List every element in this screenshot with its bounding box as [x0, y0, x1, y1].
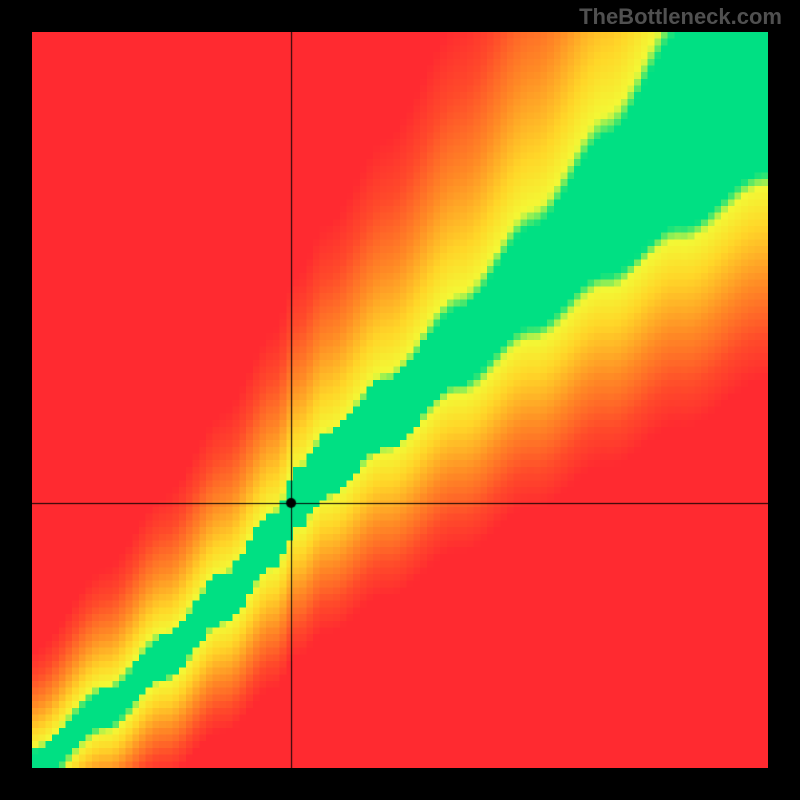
bottleneck-heatmap	[32, 32, 768, 768]
watermark-text: TheBottleneck.com	[579, 4, 782, 30]
overlay-canvas	[32, 32, 768, 768]
page-container: TheBottleneck.com	[0, 0, 800, 800]
